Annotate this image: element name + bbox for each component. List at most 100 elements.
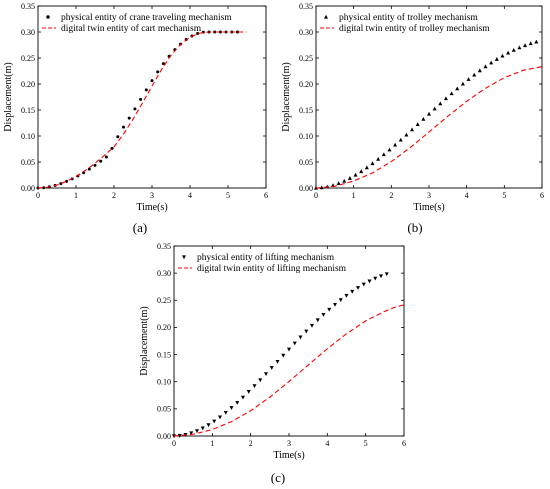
data-point bbox=[336, 181, 341, 186]
data-point bbox=[333, 302, 337, 307]
data-point bbox=[223, 411, 228, 415]
data-point bbox=[172, 434, 176, 439]
data-point bbox=[494, 57, 499, 61]
y-tick-label: 0.15 bbox=[21, 106, 35, 115]
data-point bbox=[342, 178, 347, 183]
data-point bbox=[156, 70, 160, 74]
y-tick-label: 0.05 bbox=[21, 158, 35, 167]
data-point bbox=[212, 419, 217, 424]
y-tick-label: 0.20 bbox=[157, 323, 171, 332]
x-axis-label: Time(s) bbox=[136, 202, 167, 213]
data-point bbox=[116, 135, 120, 139]
data-point bbox=[133, 107, 137, 111]
y-tick-label: 0.10 bbox=[157, 378, 171, 387]
data-point bbox=[534, 39, 539, 44]
y-axis-label: Displacement(m) bbox=[3, 62, 14, 131]
x-tick-label: 4 bbox=[465, 191, 469, 200]
legend-swatch-marker bbox=[46, 15, 50, 19]
x-axis-label: Time(s) bbox=[413, 202, 444, 213]
x-tick-label: 2 bbox=[249, 439, 253, 448]
data-point bbox=[206, 423, 211, 428]
y-tick-label: 0.30 bbox=[299, 28, 313, 37]
x-tick-label: 2 bbox=[112, 191, 116, 200]
x-tick-label: 1 bbox=[210, 439, 214, 448]
data-point bbox=[353, 172, 358, 177]
data-point bbox=[161, 62, 165, 66]
data-point bbox=[523, 43, 528, 48]
data-point bbox=[269, 366, 274, 370]
x-tick-label: 1 bbox=[352, 191, 356, 200]
x-tick-label: 5 bbox=[226, 191, 230, 200]
x-tick-label: 4 bbox=[188, 191, 192, 200]
data-point bbox=[42, 186, 46, 190]
legend: physical entity of crane traveling mecha… bbox=[42, 12, 232, 34]
data-point bbox=[350, 289, 355, 294]
x-tick-label: 4 bbox=[325, 439, 329, 448]
data-point bbox=[139, 97, 143, 101]
data-point bbox=[387, 147, 392, 152]
data-point bbox=[200, 426, 205, 431]
data-point bbox=[319, 185, 324, 190]
data-point bbox=[235, 401, 240, 405]
x-tick-label: 5 bbox=[364, 439, 368, 448]
data-point bbox=[393, 142, 398, 147]
data-point bbox=[477, 68, 482, 73]
data-point bbox=[421, 117, 426, 121]
x-tick-label: 2 bbox=[389, 191, 393, 200]
legend: physical entity of lifting mechanismdigi… bbox=[178, 252, 347, 274]
data-point bbox=[415, 122, 420, 127]
data-point bbox=[410, 127, 415, 132]
y-tick-label: 0.25 bbox=[21, 54, 35, 63]
x-axis-label: Time(s) bbox=[273, 450, 304, 461]
data-point bbox=[246, 390, 251, 394]
y-tick-label: 0.25 bbox=[299, 54, 313, 63]
data-point bbox=[338, 298, 343, 303]
data-point bbox=[196, 32, 200, 36]
y-tick-label: 0.35 bbox=[157, 242, 171, 251]
data-point bbox=[373, 276, 378, 281]
data-point bbox=[195, 429, 199, 434]
data-point bbox=[292, 341, 297, 346]
data-point bbox=[528, 41, 533, 46]
data-point bbox=[275, 359, 280, 364]
data-point bbox=[384, 272, 389, 277]
data-point bbox=[281, 353, 286, 358]
legend-label: digital twin entity of cart mechanism bbox=[61, 23, 202, 34]
legend-label: digital twin entity of trolley mechanism bbox=[339, 23, 490, 34]
data-point bbox=[344, 293, 349, 298]
data-point bbox=[310, 323, 314, 328]
data-point bbox=[500, 53, 505, 58]
data-point bbox=[218, 415, 222, 420]
y-tick-label: 0.20 bbox=[299, 80, 313, 89]
data-point bbox=[364, 165, 369, 170]
data-point bbox=[99, 159, 103, 163]
data-point bbox=[517, 45, 522, 50]
data-point bbox=[449, 91, 454, 96]
chart-panel-3: 0 1 2 3 4 5 6 0.00 0.05 0.10 0.15 0.20 0.25 0.30 0.35 T… bbox=[139, 242, 406, 485]
y-tick-label: 0.20 bbox=[21, 80, 35, 89]
x-tick-label: 1 bbox=[74, 191, 78, 200]
x-tick-label: 3 bbox=[150, 191, 154, 200]
data-point bbox=[177, 434, 182, 438]
y-tick-label: 0.25 bbox=[157, 296, 171, 305]
y-tick-label: 0.10 bbox=[299, 132, 313, 141]
y-tick-label: 0.05 bbox=[157, 405, 171, 414]
data-point bbox=[327, 307, 332, 312]
data-point bbox=[398, 137, 403, 142]
data-point bbox=[367, 279, 372, 284]
legend-label: physical entity of lifting mechanism bbox=[197, 252, 335, 263]
x-tick-label: 3 bbox=[287, 439, 291, 448]
y-tick-label: 0.00 bbox=[157, 432, 171, 441]
data-point bbox=[315, 318, 320, 323]
data-point bbox=[427, 111, 431, 116]
data-point bbox=[370, 161, 375, 166]
data-point bbox=[264, 372, 268, 377]
y-axis-label: Displacement(m) bbox=[281, 62, 292, 131]
x-tick-label: 0 bbox=[36, 191, 40, 200]
data-point bbox=[381, 152, 386, 157]
data-point bbox=[229, 406, 234, 410]
y-tick-label: 0.00 bbox=[299, 184, 313, 193]
twin-series-line bbox=[37, 31, 247, 189]
y-tick-label: 0.35 bbox=[299, 2, 313, 11]
